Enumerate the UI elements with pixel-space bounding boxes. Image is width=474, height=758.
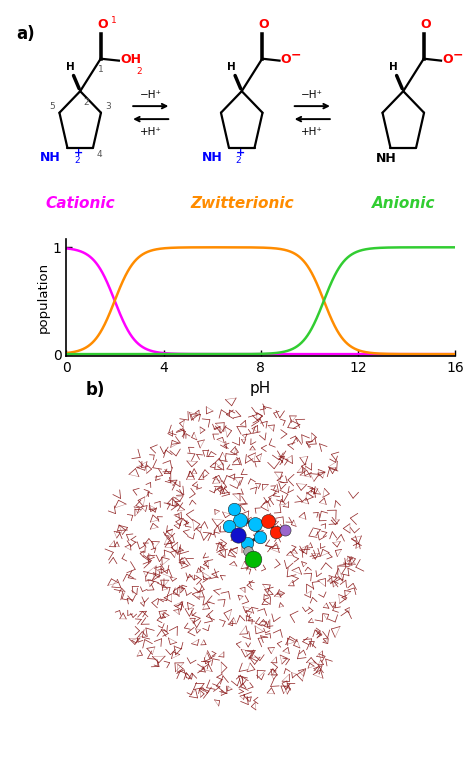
Point — [256, 531, 264, 543]
Text: OH: OH — [121, 53, 142, 66]
Text: O: O — [420, 18, 431, 31]
Point — [264, 515, 272, 527]
Point — [225, 520, 232, 532]
Text: H: H — [389, 61, 398, 72]
Text: 4: 4 — [97, 149, 102, 158]
Text: 2: 2 — [236, 156, 241, 165]
Text: −H⁺: −H⁺ — [301, 89, 323, 99]
Text: NH: NH — [40, 151, 61, 164]
Text: +: + — [74, 149, 83, 158]
Point — [234, 529, 241, 541]
Text: −H⁺: −H⁺ — [140, 89, 162, 99]
Text: H: H — [66, 61, 74, 72]
Text: Zwitterionic: Zwitterionic — [190, 196, 293, 211]
Point — [249, 553, 257, 565]
Text: 1: 1 — [111, 16, 117, 25]
Y-axis label: population: population — [37, 262, 50, 333]
Text: −: − — [291, 49, 301, 62]
Point — [251, 518, 258, 530]
Text: O: O — [259, 18, 269, 31]
Text: O: O — [281, 53, 291, 66]
Point — [272, 525, 279, 537]
X-axis label: pH: pH — [250, 381, 271, 396]
Text: 2: 2 — [136, 67, 142, 76]
Point — [244, 545, 252, 557]
Text: +H⁺: +H⁺ — [301, 127, 323, 136]
Text: 2: 2 — [74, 156, 80, 165]
Point — [237, 514, 244, 526]
Text: NH: NH — [202, 151, 223, 164]
Text: H: H — [228, 61, 236, 72]
Text: −: − — [452, 49, 463, 62]
Text: 1: 1 — [98, 64, 104, 74]
Text: O: O — [442, 53, 453, 66]
Point — [243, 537, 251, 550]
Text: 5: 5 — [49, 102, 55, 111]
Text: Anionic: Anionic — [372, 196, 435, 211]
Text: b): b) — [85, 381, 105, 399]
Point — [281, 524, 289, 536]
Text: +: + — [236, 149, 245, 158]
Text: 2: 2 — [83, 99, 89, 108]
Text: +H⁺: +H⁺ — [140, 127, 162, 136]
Text: O: O — [97, 18, 108, 31]
Text: 3: 3 — [106, 102, 111, 111]
Text: NH: NH — [376, 152, 397, 165]
Text: Cationic: Cationic — [46, 196, 115, 211]
Text: a): a) — [16, 25, 35, 43]
Point — [230, 503, 237, 515]
